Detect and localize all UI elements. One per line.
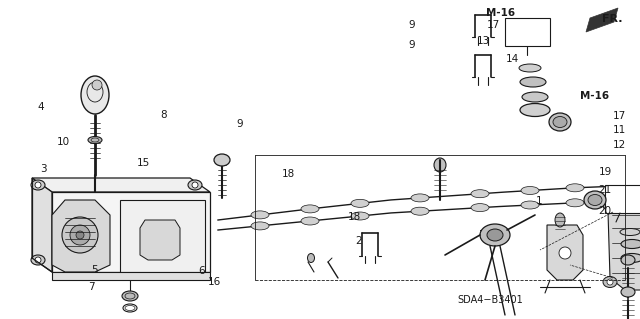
Text: 7: 7 <box>88 282 95 292</box>
Ellipse shape <box>351 212 369 220</box>
Bar <box>605 185 640 213</box>
Ellipse shape <box>88 137 102 144</box>
Ellipse shape <box>301 217 319 225</box>
Text: 19: 19 <box>598 167 612 177</box>
Text: 2: 2 <box>355 236 362 246</box>
Text: 13: 13 <box>477 36 490 47</box>
Ellipse shape <box>307 254 314 263</box>
Ellipse shape <box>621 287 635 297</box>
Ellipse shape <box>553 116 567 128</box>
Ellipse shape <box>31 255 45 265</box>
Polygon shape <box>120 200 205 272</box>
Ellipse shape <box>214 154 230 166</box>
Ellipse shape <box>555 213 565 227</box>
Polygon shape <box>52 192 210 272</box>
Polygon shape <box>547 225 583 280</box>
Text: 18: 18 <box>282 169 295 179</box>
Text: 1: 1 <box>536 196 542 206</box>
Text: 11: 11 <box>613 125 627 135</box>
Ellipse shape <box>301 205 319 213</box>
Ellipse shape <box>471 204 489 211</box>
Polygon shape <box>140 220 180 260</box>
Circle shape <box>70 225 90 245</box>
Circle shape <box>62 217 98 253</box>
Text: FR.: FR. <box>602 14 622 24</box>
Ellipse shape <box>411 194 429 202</box>
Ellipse shape <box>480 224 510 246</box>
Ellipse shape <box>621 255 635 265</box>
Text: 9: 9 <box>408 40 415 50</box>
Ellipse shape <box>251 222 269 230</box>
Ellipse shape <box>411 207 429 215</box>
Text: 17: 17 <box>486 20 500 30</box>
Ellipse shape <box>566 199 584 207</box>
Ellipse shape <box>251 211 269 219</box>
Ellipse shape <box>81 76 109 114</box>
Text: 4: 4 <box>37 102 44 112</box>
Text: SDA4−B3401: SDA4−B3401 <box>457 295 523 305</box>
Ellipse shape <box>566 184 584 192</box>
Polygon shape <box>586 8 618 32</box>
Text: 9: 9 <box>237 119 243 130</box>
Ellipse shape <box>471 190 489 198</box>
Circle shape <box>35 257 41 263</box>
Ellipse shape <box>520 77 546 87</box>
Ellipse shape <box>603 277 617 287</box>
Text: 3: 3 <box>40 164 47 174</box>
Ellipse shape <box>521 187 539 195</box>
Ellipse shape <box>122 291 138 301</box>
Text: 17: 17 <box>613 111 627 122</box>
Ellipse shape <box>434 158 446 172</box>
Text: M-16: M-16 <box>486 8 516 19</box>
Text: 21: 21 <box>598 185 612 195</box>
Ellipse shape <box>188 180 202 190</box>
Text: 18: 18 <box>348 212 361 222</box>
Circle shape <box>92 80 102 90</box>
Ellipse shape <box>188 255 202 265</box>
Text: 6: 6 <box>198 265 205 276</box>
Polygon shape <box>32 178 52 272</box>
Ellipse shape <box>521 201 539 209</box>
Circle shape <box>192 257 198 263</box>
Ellipse shape <box>584 191 606 209</box>
Text: 10: 10 <box>57 137 70 147</box>
Polygon shape <box>608 200 640 290</box>
Circle shape <box>35 182 41 188</box>
Text: 8: 8 <box>160 110 166 120</box>
Ellipse shape <box>603 199 617 211</box>
Circle shape <box>192 182 198 188</box>
Ellipse shape <box>588 195 602 205</box>
Ellipse shape <box>549 113 571 131</box>
Ellipse shape <box>31 180 45 190</box>
Ellipse shape <box>519 64 541 72</box>
Text: 16: 16 <box>208 277 221 287</box>
Circle shape <box>607 202 613 208</box>
Text: 9: 9 <box>408 20 415 30</box>
Polygon shape <box>52 272 210 280</box>
Ellipse shape <box>351 199 369 207</box>
Text: M-16: M-16 <box>580 91 609 101</box>
Ellipse shape <box>520 103 550 116</box>
Text: 12: 12 <box>613 140 627 150</box>
Text: 5: 5 <box>92 264 98 275</box>
Polygon shape <box>52 200 110 272</box>
Text: 20: 20 <box>598 205 612 216</box>
Bar <box>505 18 550 46</box>
Ellipse shape <box>621 254 640 263</box>
Polygon shape <box>32 178 210 192</box>
Circle shape <box>607 279 613 285</box>
Circle shape <box>76 231 84 239</box>
Text: 14: 14 <box>506 54 519 64</box>
Ellipse shape <box>620 228 640 235</box>
Ellipse shape <box>621 240 640 249</box>
Ellipse shape <box>522 92 548 102</box>
Ellipse shape <box>487 229 503 241</box>
Text: 15: 15 <box>136 158 150 168</box>
Circle shape <box>559 247 571 259</box>
